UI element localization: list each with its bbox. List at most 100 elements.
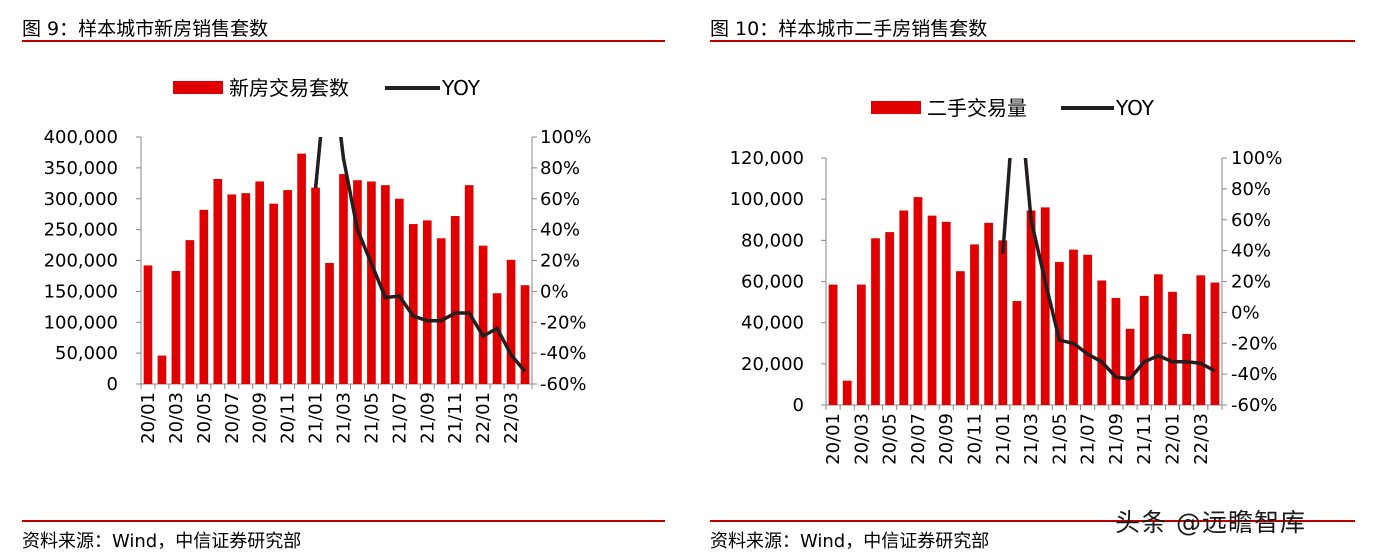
bar-20-11 bbox=[283, 190, 292, 384]
figure-9-panel: 图 9：样本城市新房销售套数 新房交易套数 YOY 400,000 350,000 30… bbox=[0, 0, 680, 557]
bar-22-03 bbox=[506, 259, 516, 384]
y-left-tick-label: 120,000 bbox=[730, 148, 804, 169]
x-tick-label: 21/11 bbox=[445, 392, 466, 444]
bar-21-11 bbox=[450, 216, 460, 384]
bar-20-09 bbox=[941, 221, 951, 405]
bar-20-05 bbox=[885, 232, 895, 405]
x-tick-label: 22/03 bbox=[1191, 413, 1212, 465]
x-tick-label: 21/09 bbox=[1106, 413, 1127, 465]
bar-21-04 bbox=[353, 180, 362, 384]
legend-bar-swatch bbox=[871, 101, 921, 114]
bar-20-02 bbox=[842, 380, 852, 405]
bar-22-02 bbox=[492, 293, 502, 384]
y-right-tick-label: 40% bbox=[540, 220, 580, 241]
bar-21-03 bbox=[1026, 210, 1036, 405]
legend-line-label: YOY bbox=[1115, 96, 1155, 120]
source-rule bbox=[22, 520, 665, 522]
y-right-tick-label: -60% bbox=[1231, 395, 1278, 416]
bar-21-03 bbox=[339, 174, 348, 384]
bar-21-04 bbox=[1040, 207, 1050, 405]
y-left-tick-label: 350,000 bbox=[44, 158, 118, 179]
bar-20-12 bbox=[297, 153, 306, 384]
x-tick-label: 20/05 bbox=[194, 392, 215, 444]
y-left-tick-label: 100,000 bbox=[730, 189, 804, 210]
title-rule bbox=[22, 40, 665, 42]
x-tick-label: 20/09 bbox=[936, 413, 957, 465]
y-right-tick-label: 80% bbox=[540, 158, 580, 179]
bar-22-02 bbox=[1182, 333, 1192, 405]
y-left-tick-label: 100,000 bbox=[44, 312, 118, 333]
bar-20-04 bbox=[185, 240, 195, 384]
bar-21-01 bbox=[311, 187, 320, 384]
bar-21-02 bbox=[1012, 301, 1022, 405]
bar-20-08 bbox=[927, 215, 937, 405]
bar-21-12 bbox=[464, 185, 474, 384]
x-tick-label: 21/05 bbox=[1049, 413, 1070, 465]
figure-10-panel: 图 10：样本城市二手房销售套数 二手交易量 YOY 120,000 100,000 8… bbox=[700, 0, 1390, 557]
bar-20-06 bbox=[899, 210, 909, 405]
x-tick-label: 21/01 bbox=[306, 392, 327, 444]
bar-20-10 bbox=[955, 271, 965, 405]
bar-20-02 bbox=[157, 355, 167, 384]
bar-21-06 bbox=[1069, 249, 1078, 405]
x-tick-label: 20/07 bbox=[908, 413, 929, 465]
bar-21-07 bbox=[1083, 254, 1093, 405]
x-tick-label: 21/01 bbox=[993, 413, 1014, 465]
x-tick-label: 20/09 bbox=[250, 392, 271, 444]
bar-22-01 bbox=[478, 245, 488, 384]
figure-title: 图 9：样本城市新房销售套数 bbox=[22, 18, 269, 40]
y-left-tick-label: 20,000 bbox=[741, 354, 804, 375]
bar-20-01 bbox=[828, 284, 838, 405]
legend-bar-label: 新房交易套数 bbox=[229, 76, 349, 100]
bar-20-04 bbox=[871, 238, 880, 405]
y-right-tick-label: 100% bbox=[540, 127, 591, 148]
y-left-tick-label: 80,000 bbox=[741, 230, 804, 251]
x-tick-label: 21/05 bbox=[361, 392, 382, 444]
x-tick-label: 22/01 bbox=[473, 392, 494, 444]
x-tick-label: 20/07 bbox=[222, 392, 243, 444]
watermark: 头条 @远瞻智库 bbox=[1115, 508, 1306, 537]
legend-bar-label: 二手交易量 bbox=[927, 96, 1027, 120]
y-left-tick-label: 40,000 bbox=[741, 313, 804, 334]
y-right-tick-label: 100% bbox=[1231, 148, 1282, 169]
y-left-tick-label: 200,000 bbox=[44, 251, 118, 272]
bar-20-07 bbox=[913, 197, 923, 405]
x-tick-label: 22/03 bbox=[501, 392, 522, 444]
bar-20-08 bbox=[241, 193, 251, 384]
y-left-tick-label: 150,000 bbox=[44, 281, 118, 302]
x-tick-label: 22/01 bbox=[1163, 413, 1184, 465]
y-right-tick-label: 20% bbox=[1231, 272, 1271, 293]
bar-20-11 bbox=[970, 244, 979, 405]
figure-title: 图 10：样本城市二手房销售套数 bbox=[710, 18, 988, 40]
bar-20-12 bbox=[984, 222, 994, 405]
y-right-tick-label: 0% bbox=[540, 281, 569, 302]
second-hand-home-sales-chart: 二手交易量 YOY 120,000 100,000 80,000 60,000 40,000… bbox=[730, 96, 1283, 465]
source-note: 资料来源：Wind，中信证券研究部 bbox=[710, 531, 990, 552]
bar-21-01 bbox=[998, 240, 1008, 405]
x-tick-label: 20/03 bbox=[166, 392, 187, 444]
x-tick-label: 20/01 bbox=[823, 413, 844, 465]
x-tick-label: 21/11 bbox=[1134, 413, 1155, 465]
y-right-tick-label: 20% bbox=[540, 251, 580, 272]
bar-21-10 bbox=[1125, 328, 1135, 405]
bar-21-02 bbox=[325, 262, 334, 384]
y-right-tick-label: 80% bbox=[1231, 179, 1271, 200]
y-left-tick-label: 0 bbox=[793, 395, 804, 416]
bar-20-09 bbox=[255, 181, 265, 384]
yoy-line bbox=[313, 137, 527, 373]
bar-21-08 bbox=[1097, 280, 1107, 405]
bar-22-03 bbox=[1196, 275, 1206, 405]
y-left-tick-label: 250,000 bbox=[44, 220, 118, 241]
y-right-tick-label: 60% bbox=[540, 189, 580, 210]
x-tick-label: 20/11 bbox=[965, 413, 986, 465]
x-tick-label: 21/03 bbox=[333, 392, 354, 444]
title-rule bbox=[710, 40, 1355, 42]
yoy-line bbox=[1001, 158, 1216, 381]
y-right-tick-label: -40% bbox=[540, 343, 587, 364]
x-tick-label: 21/07 bbox=[389, 392, 410, 444]
bar-21-09 bbox=[1111, 297, 1121, 405]
x-tick-label: 21/03 bbox=[1021, 413, 1042, 465]
bar-22-04 bbox=[1210, 282, 1220, 405]
x-tick-label: 20/01 bbox=[138, 392, 159, 444]
x-tick-label: 21/09 bbox=[417, 392, 438, 444]
